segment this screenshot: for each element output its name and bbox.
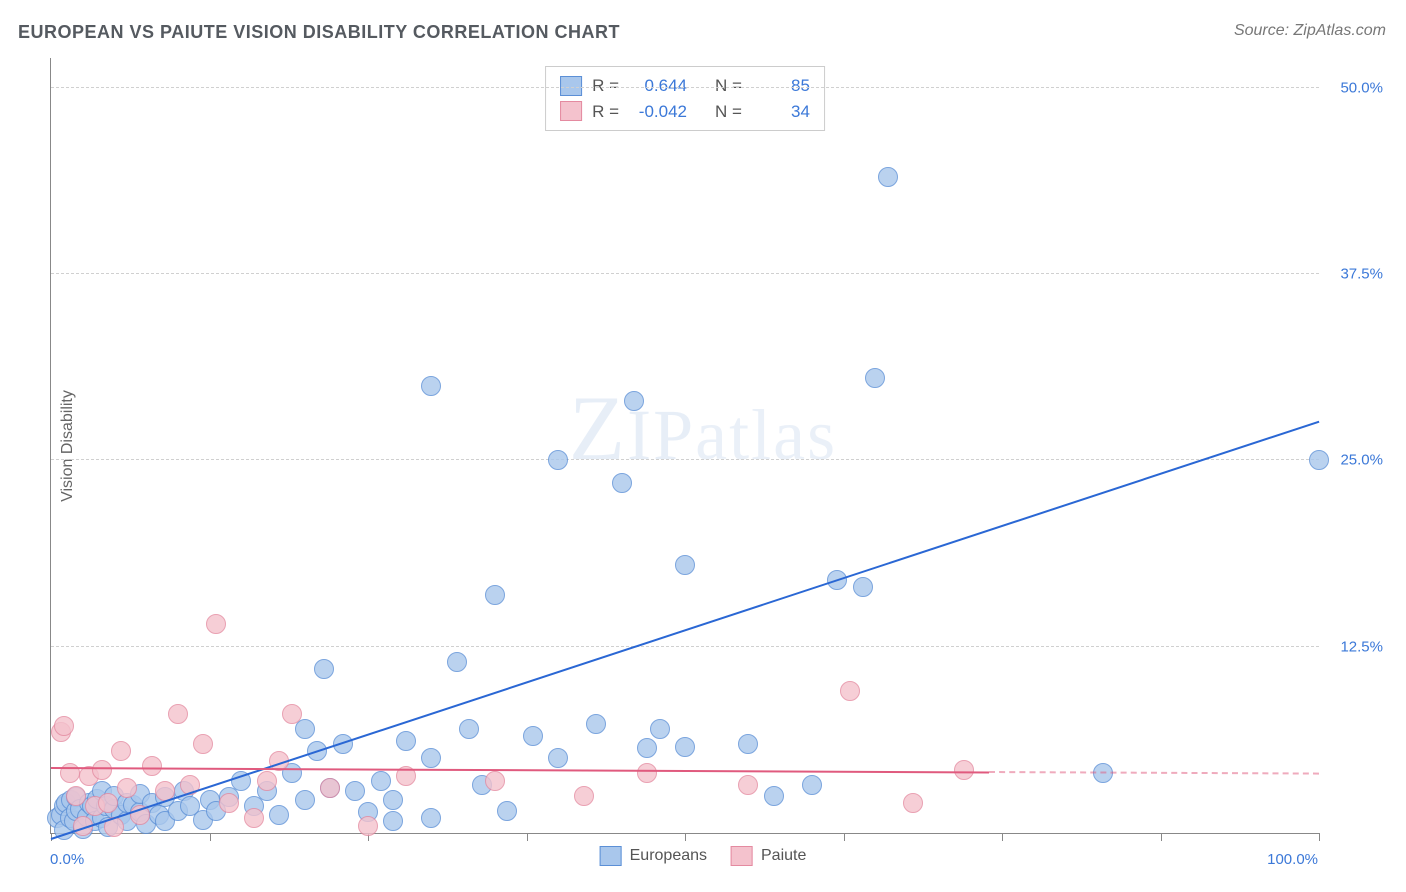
r-value-europeans: 0.644 [629, 73, 687, 99]
point-europeans [345, 781, 365, 801]
legend-item-paiute: Paiute [731, 846, 806, 866]
point-europeans [548, 748, 568, 768]
correlation-row-paiute: R = -0.042 N = 34 [560, 99, 810, 125]
gridline [51, 273, 1319, 274]
point-europeans [1309, 450, 1329, 470]
point-europeans [624, 391, 644, 411]
point-paiute [193, 734, 213, 754]
point-paiute [244, 808, 264, 828]
n-value-europeans: 85 [752, 73, 810, 99]
point-paiute [637, 763, 657, 783]
x-tick [1002, 833, 1003, 841]
swatch-paiute [560, 101, 582, 121]
gridline [51, 459, 1319, 460]
point-europeans [548, 450, 568, 470]
point-europeans [295, 790, 315, 810]
point-paiute [117, 778, 137, 798]
x-axis-end-label: 100.0% [1267, 851, 1318, 868]
point-europeans [586, 714, 606, 734]
y-tick-label: 12.5% [1340, 638, 1383, 655]
point-paiute [257, 771, 277, 791]
point-paiute [574, 786, 594, 806]
point-europeans [675, 737, 695, 757]
point-paiute [111, 741, 131, 761]
source-attribution: Source: ZipAtlas.com [1234, 22, 1386, 40]
point-paiute [206, 614, 226, 634]
trendline-europeans [51, 421, 1320, 840]
r-label: R = [592, 99, 619, 125]
point-paiute [903, 793, 923, 813]
point-paiute [282, 704, 302, 724]
point-europeans [675, 555, 695, 575]
point-europeans [447, 652, 467, 672]
swatch-paiute [731, 846, 753, 866]
point-paiute [98, 793, 118, 813]
point-europeans [269, 805, 289, 825]
swatch-europeans [600, 846, 622, 866]
point-europeans [612, 473, 632, 493]
r-label: R = [592, 73, 619, 99]
point-europeans [421, 376, 441, 396]
point-paiute [66, 786, 86, 806]
point-europeans [421, 748, 441, 768]
point-paiute [92, 760, 112, 780]
x-tick [844, 833, 845, 841]
point-europeans [650, 719, 670, 739]
n-label: N = [715, 99, 742, 125]
point-europeans [878, 167, 898, 187]
n-value-paiute: 34 [752, 99, 810, 125]
point-paiute [485, 771, 505, 791]
legend-label-europeans: Europeans [630, 847, 707, 865]
point-europeans [802, 775, 822, 795]
point-paiute [54, 716, 74, 736]
y-tick-label: 25.0% [1340, 452, 1383, 469]
n-label: N = [715, 73, 742, 99]
plot-area: R = 0.644 N = 85 R = -0.042 N = 34 12.5%… [50, 58, 1319, 834]
gridline [51, 646, 1319, 647]
r-value-paiute: -0.042 [629, 99, 687, 125]
x-tick [527, 833, 528, 841]
point-europeans [764, 786, 784, 806]
x-tick [685, 833, 686, 841]
point-paiute [840, 681, 860, 701]
point-europeans [497, 801, 517, 821]
correlation-row-europeans: R = 0.644 N = 85 [560, 73, 810, 99]
y-tick-label: 37.5% [1340, 266, 1383, 283]
legend-item-europeans: Europeans [600, 846, 707, 866]
point-europeans [738, 734, 758, 754]
gridline [51, 87, 1319, 88]
point-europeans [421, 808, 441, 828]
point-paiute [168, 704, 188, 724]
point-europeans [853, 577, 873, 597]
trendline-paiute-dash [989, 771, 1319, 775]
point-paiute [142, 756, 162, 776]
point-europeans [459, 719, 479, 739]
bottom-legend: Europeans Paiute [600, 846, 807, 866]
point-europeans [396, 731, 416, 751]
x-tick [1319, 833, 1320, 841]
point-europeans [485, 585, 505, 605]
point-europeans [383, 790, 403, 810]
trendline-paiute [51, 767, 989, 773]
point-europeans [383, 811, 403, 831]
point-europeans [314, 659, 334, 679]
legend-label-paiute: Paiute [761, 847, 806, 865]
point-europeans [523, 726, 543, 746]
point-paiute [738, 775, 758, 795]
point-paiute [219, 793, 239, 813]
point-paiute [320, 778, 340, 798]
swatch-europeans [560, 76, 582, 96]
x-axis-start-label: 0.0% [50, 851, 84, 868]
x-tick [1161, 833, 1162, 841]
correlation-legend-box: R = 0.644 N = 85 R = -0.042 N = 34 [545, 66, 825, 131]
y-tick-label: 50.0% [1340, 79, 1383, 96]
point-europeans [865, 368, 885, 388]
point-europeans [637, 738, 657, 758]
point-europeans [371, 771, 391, 791]
chart-title: EUROPEAN VS PAIUTE VISION DISABILITY COR… [18, 22, 620, 43]
x-tick [210, 833, 211, 841]
point-paiute [358, 816, 378, 836]
chart-container: EUROPEAN VS PAIUTE VISION DISABILITY COR… [0, 0, 1406, 892]
